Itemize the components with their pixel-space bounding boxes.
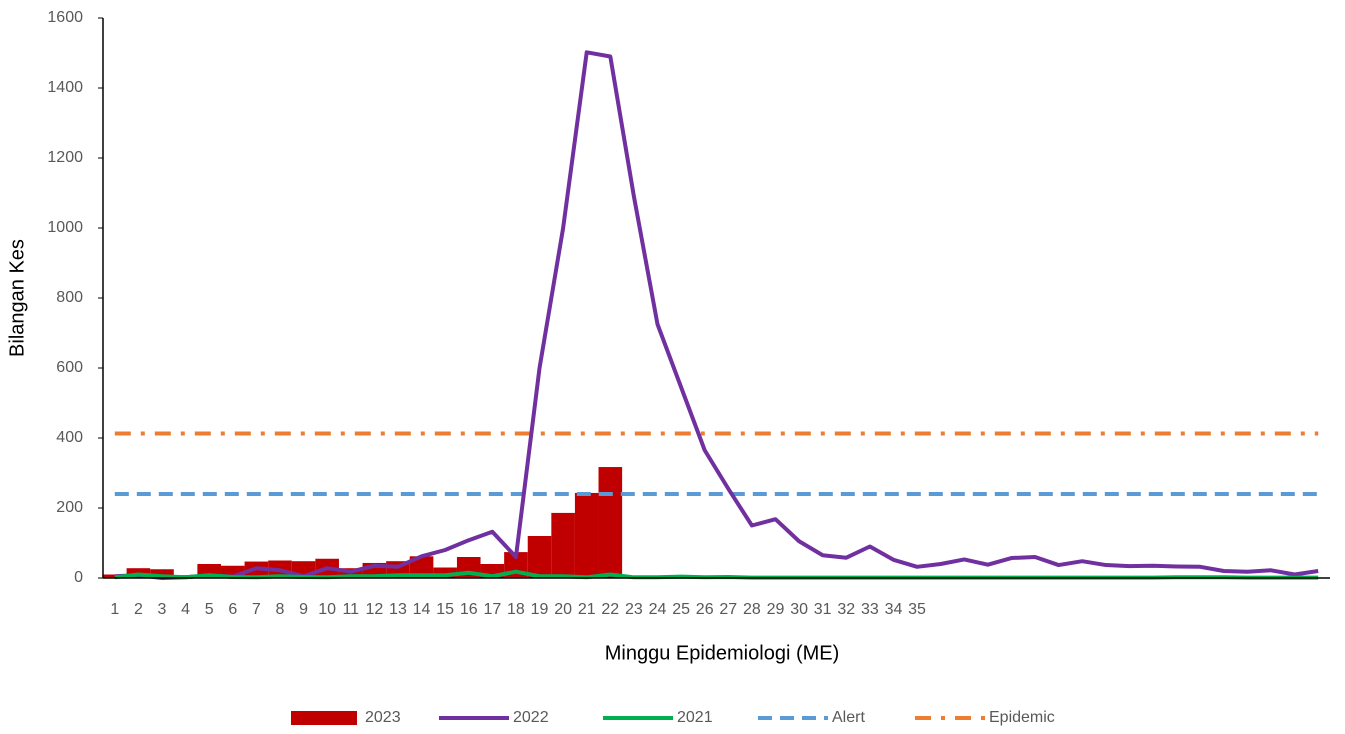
- bar: [551, 512, 575, 578]
- x-tick-label: 32: [837, 601, 855, 618]
- x-tick-label: 18: [507, 601, 525, 618]
- bar: [598, 467, 623, 578]
- x-tick-label: 29: [767, 601, 785, 618]
- x-tick-label: 1: [110, 601, 119, 618]
- x-tick-label: 14: [413, 601, 431, 618]
- y-tick-label: 0: [74, 569, 83, 586]
- x-tick-label: 15: [436, 601, 454, 618]
- x-tick-label: 35: [908, 601, 926, 618]
- legend-label: 2022: [513, 709, 549, 726]
- x-tick-label: 24: [649, 601, 667, 618]
- x-tick-label: 9: [299, 601, 308, 618]
- x-tick-label: 22: [601, 601, 619, 618]
- y-tick-label: 1000: [47, 219, 83, 236]
- line-series: [114, 50, 1319, 580]
- y-tick-label: 600: [56, 359, 83, 376]
- x-tick-label: 19: [531, 601, 549, 618]
- x-tick-label: 6: [228, 601, 237, 618]
- x-tick-label: 26: [696, 601, 714, 618]
- x-tick-label: 28: [743, 601, 761, 618]
- x-tick-label: 5: [205, 601, 214, 618]
- y-axis-title: Bilangan Kes: [6, 239, 28, 357]
- x-tick-label: 20: [554, 601, 572, 618]
- x-tick-label: 25: [672, 601, 690, 618]
- x-axis-title: Minggu Epidemiologi (ME): [605, 642, 840, 664]
- y-tick-label: 1400: [47, 79, 83, 96]
- x-tick-label: 11: [342, 601, 359, 618]
- x-tick-label: 12: [365, 601, 383, 618]
- y-tick-label: 200: [56, 499, 83, 516]
- y-tick-label: 1600: [47, 9, 83, 26]
- x-tick-label: 2: [134, 601, 143, 618]
- x-tick-label: 7: [252, 601, 261, 618]
- x-tick-label: 23: [625, 601, 643, 618]
- legend-label: Alert: [832, 709, 865, 726]
- bar: [527, 536, 552, 578]
- x-tick-label: 4: [181, 601, 190, 618]
- x-tick-label: 31: [814, 601, 832, 618]
- x-tick-label: 3: [158, 601, 167, 618]
- legend-label: 2021: [677, 709, 713, 726]
- bar: [150, 569, 174, 578]
- x-tick-label: 13: [389, 601, 407, 618]
- legend-label: Epidemic: [989, 709, 1055, 726]
- x-tick-label: 34: [885, 601, 903, 618]
- legend-swatch: [291, 711, 357, 725]
- y-tick-label: 1200: [47, 149, 83, 166]
- x-tick-label: 8: [276, 601, 285, 618]
- x-tick-label: 27: [719, 601, 737, 618]
- x-tick-label: 16: [460, 601, 478, 618]
- x-tick-label: 10: [318, 601, 336, 618]
- bar: [409, 556, 434, 578]
- bar: [574, 492, 599, 578]
- x-tick-label: 21: [578, 601, 596, 618]
- x-tick-label: 33: [861, 601, 879, 618]
- bar: [433, 567, 457, 578]
- x-tick-label: 17: [483, 601, 501, 618]
- y-tick-label: 400: [56, 429, 83, 446]
- y-tick-label: 800: [56, 289, 83, 306]
- legend-label: 2023: [365, 709, 401, 726]
- x-tick-label: 30: [790, 601, 808, 618]
